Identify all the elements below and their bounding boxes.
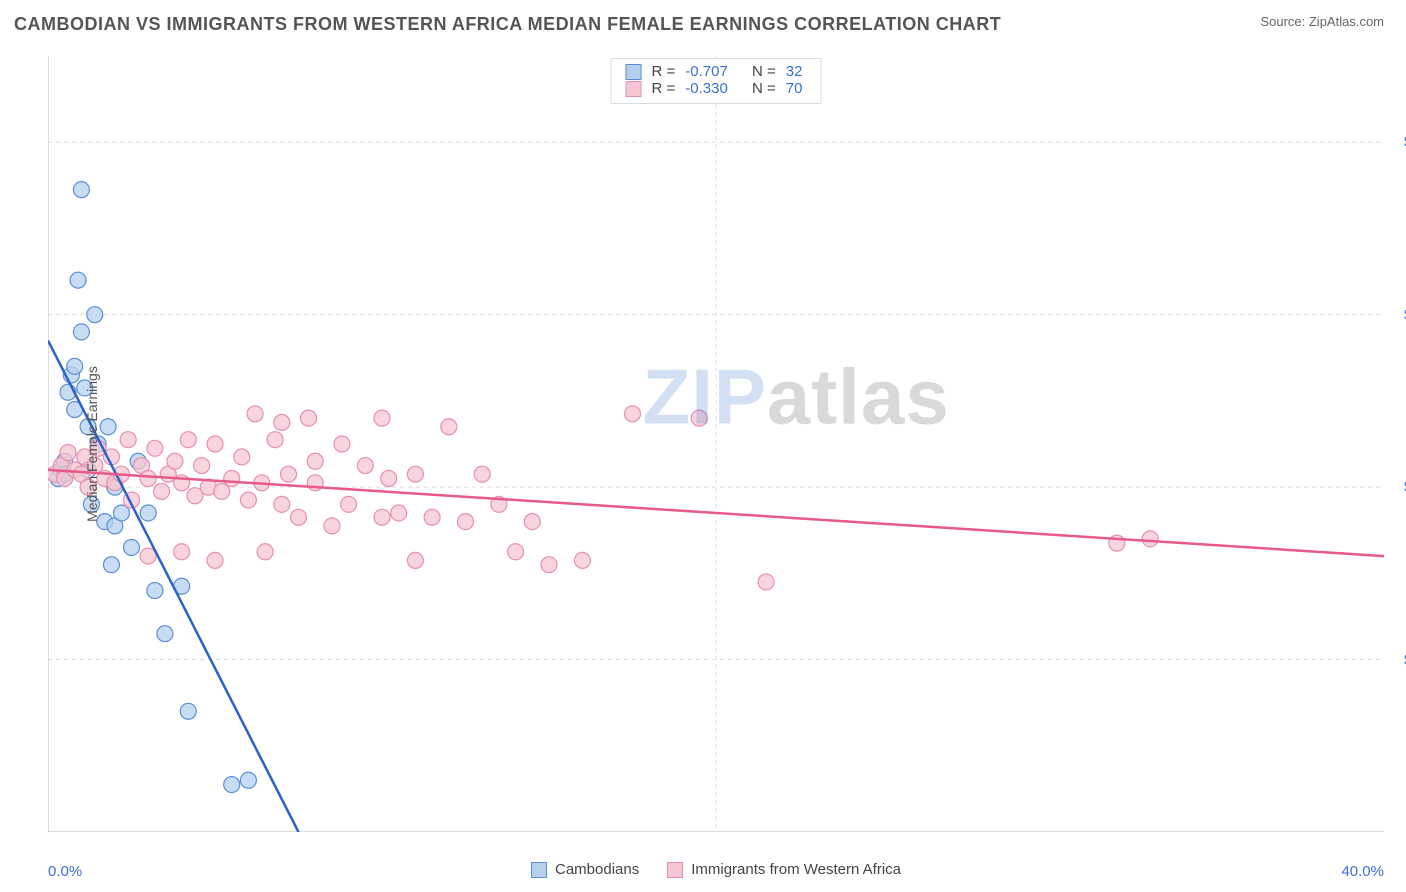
- r-value: -0.707: [685, 63, 728, 80]
- y-tick-label: $60,000: [1390, 306, 1406, 323]
- legend-label: Cambodians: [555, 861, 639, 878]
- y-tick-label: $40,000: [1390, 479, 1406, 496]
- r-label: R =: [652, 80, 676, 97]
- page-title: CAMBODIAN VS IMMIGRANTS FROM WESTERN AFR…: [14, 14, 1001, 35]
- legend-item: Cambodians: [531, 861, 639, 878]
- r-label: R =: [652, 63, 676, 80]
- swatch-icon: [626, 81, 642, 97]
- n-value: 70: [786, 80, 803, 97]
- swatch-icon: [667, 862, 683, 878]
- legend: Cambodians Immigrants from Western Afric…: [531, 861, 901, 878]
- swatch-icon: [626, 64, 642, 80]
- y-axis-label: Median Female Earnings: [84, 366, 100, 522]
- stats-row: R = -0.330 N = 70: [626, 80, 803, 97]
- x-axis-max-label: 40.0%: [1341, 863, 1384, 880]
- n-label: N =: [752, 63, 776, 80]
- r-value: -0.330: [685, 80, 728, 97]
- legend-item: Immigrants from Western Africa: [667, 861, 901, 878]
- y-tick-label: $20,000: [1390, 651, 1406, 668]
- chart-svg: [48, 56, 1384, 832]
- x-axis-min-label: 0.0%: [48, 863, 82, 880]
- source-attribution: Source: ZipAtlas.com: [1260, 14, 1384, 29]
- stats-box: R = -0.707 N = 32 R = -0.330 N = 70: [611, 58, 822, 104]
- stats-row: R = -0.707 N = 32: [626, 63, 803, 80]
- legend-label: Immigrants from Western Africa: [691, 861, 901, 878]
- correlation-chart: Median Female Earnings ZIPatlas R = -0.7…: [48, 56, 1384, 832]
- y-tick-label: $80,000: [1390, 134, 1406, 151]
- n-value: 32: [786, 63, 803, 80]
- swatch-icon: [531, 862, 547, 878]
- n-label: N =: [752, 80, 776, 97]
